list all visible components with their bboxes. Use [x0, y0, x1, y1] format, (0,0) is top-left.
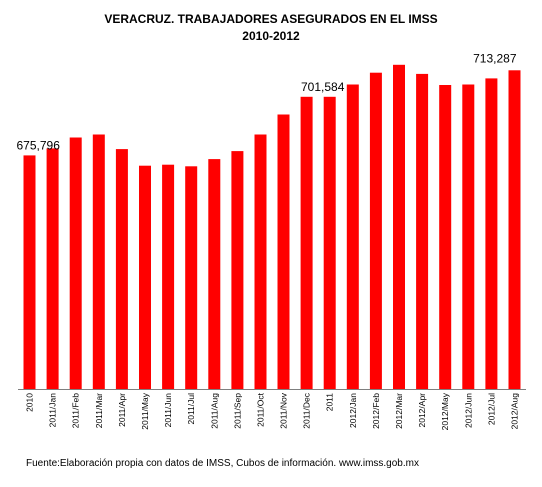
x-tick-label: 2012/Aug — [510, 393, 520, 430]
x-tick-label: 2011/Dec — [302, 392, 312, 429]
bar-2012-aug — [508, 70, 521, 390]
x-tick-label: 2011/Aug — [209, 393, 219, 429]
bar-2012-apr — [416, 73, 429, 390]
x-tick-label: 2012/Jul — [486, 393, 496, 425]
chart-title: VERACRUZ. TRABAJADORES ASEGURADOS EN EL … — [104, 12, 438, 26]
x-tick-label: 2012/May — [440, 392, 450, 430]
x-tick-label: 2011/Apr — [117, 393, 127, 427]
x-tick-label: 2011/Nov — [279, 392, 289, 429]
bar-2010 — [23, 155, 36, 389]
x-tick-label: 2012/Jan — [348, 393, 358, 428]
x-tick-label: 2012/Jun — [463, 393, 473, 428]
data-label: 701,584 — [301, 80, 345, 94]
x-tick-label: 2012/Feb — [371, 393, 381, 429]
bar-2011-dec — [300, 96, 313, 390]
bar-2011-may — [139, 165, 151, 389]
chart-subtitle: 2010-2012 — [242, 29, 300, 43]
bar-2011-mar — [92, 134, 105, 389]
bar-2012-may — [439, 85, 452, 389]
x-tick-label: 2011/Feb — [71, 393, 81, 429]
x-tick-label: 2012/Mar — [394, 393, 404, 429]
bar-2012-feb — [369, 72, 382, 389]
x-tick-label: 2012/Apr — [417, 393, 427, 428]
bar-2011-nov — [277, 114, 290, 389]
bar-2011-aug — [208, 159, 221, 389]
x-tick-label: 2011/Jun — [163, 393, 173, 428]
x-tick-label: 2011 — [325, 393, 335, 412]
bar-2011-sep — [231, 151, 244, 389]
data-label: 675,796 — [17, 138, 61, 152]
bar-2011-feb — [69, 137, 82, 389]
x-tick-label: 2011/Sep — [232, 393, 242, 429]
bar-2012-mar — [393, 64, 405, 390]
bar-2012-jul — [485, 78, 498, 390]
data-label: 713,287 — [473, 51, 517, 65]
source-note: Fuente:Elaboración propia con datos de I… — [26, 458, 419, 469]
bar-2011 — [323, 96, 336, 390]
bar-2011-apr — [115, 149, 128, 389]
x-tick-label: 2011/Jul — [186, 393, 196, 425]
bar-2011-oct — [254, 134, 267, 389]
bar-2011-jan — [46, 148, 59, 389]
x-tick-label: 2010 — [25, 393, 35, 412]
x-tick-label: 2011/Oct — [256, 392, 266, 427]
bar-2011-jun — [162, 164, 175, 389]
x-tick-label: 2011/Mar — [94, 393, 104, 428]
x-tick-label: 2011/May — [140, 392, 150, 429]
bar-2011-jul — [185, 166, 198, 389]
bar-2012-jun — [462, 84, 475, 389]
bar-2012-jan — [346, 84, 359, 389]
x-tick-label: 2011/Jan — [48, 393, 58, 428]
